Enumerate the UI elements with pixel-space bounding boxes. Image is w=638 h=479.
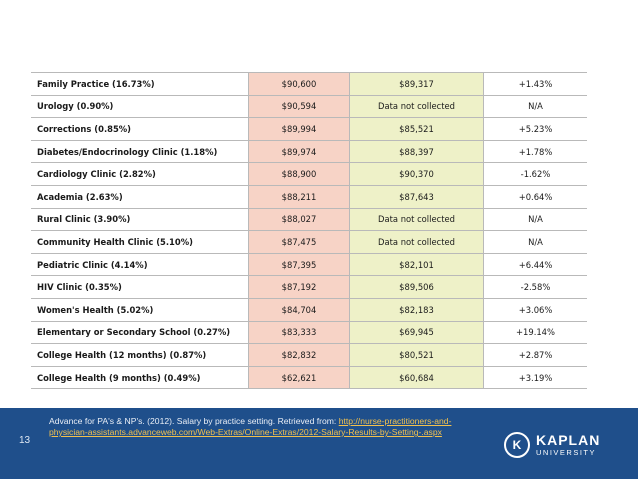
change-cell: +3.06% xyxy=(483,298,587,322)
change-cell: N/A xyxy=(483,230,587,254)
salary-2012-cell: $88,211 xyxy=(248,185,350,209)
salary-2012-cell: $90,594 xyxy=(248,95,350,119)
change-cell: +3.19% xyxy=(483,366,587,390)
salary-2011-cell: $69,945 xyxy=(349,321,484,345)
kaplan-logo: K KAPLAN UNIVERSITY xyxy=(504,430,624,460)
slide-number: 13 xyxy=(19,435,31,446)
salary-2011-cell: Data not collected xyxy=(349,230,484,254)
change-cell: +0.64% xyxy=(483,185,587,209)
practice-cell: Corrections (0.85%) xyxy=(31,117,249,141)
salary-2011-cell: $87,643 xyxy=(349,185,484,209)
practice-cell: Community Health Clinic (5.10%) xyxy=(31,230,249,254)
practice-cell: Rural Clinic (3.90%) xyxy=(31,208,249,232)
salary-2012-cell: $89,974 xyxy=(248,140,350,164)
salary-2011-cell: $89,506 xyxy=(349,275,484,299)
table-row: HIV Clinic (0.35%) $87,192 $89,506 -2.58% xyxy=(31,275,587,299)
citation: Advance for PA's & NP's. (2012). Salary … xyxy=(49,416,489,438)
practice-cell: Family Practice (16.73%) xyxy=(31,72,249,96)
table-row: Women's Health (5.02%) $84,704 $82,183 +3.0… xyxy=(31,298,587,322)
logo-sub-text: UNIVERSITY xyxy=(536,448,597,458)
change-cell: +1.78% xyxy=(483,140,587,164)
salary-2011-cell: Data not collected xyxy=(349,208,484,232)
table-row: College Health (9 months) (0.49%) $62,621… xyxy=(31,366,587,390)
table-row: Corrections (0.85%) $89,994 $85,521 +5.23% xyxy=(31,117,587,141)
salary-2012-cell: $87,395 xyxy=(248,253,350,277)
salary-2012-cell: $62,621 xyxy=(248,366,350,390)
salary-2011-cell: $89,317 xyxy=(349,72,484,96)
table-row: Diabetes/Endocrinology Clinic (1.18%) $89… xyxy=(31,140,587,164)
salary-2011-cell: $60,684 xyxy=(349,366,484,390)
practice-cell: HIV Clinic (0.35%) xyxy=(31,275,249,299)
salary-2011-cell: $82,101 xyxy=(349,253,484,277)
salary-table-body: Family Practice (16.73%) $90,600 $89,317 +1… xyxy=(31,72,587,390)
salary-2012-cell: $83,333 xyxy=(248,321,350,345)
table-row: Academia (2.63%) $88,211 $87,643 +0.64% xyxy=(31,185,587,209)
table-row: Elementary or Secondary School (0.27%) $8… xyxy=(31,321,587,345)
practice-cell: Academia (2.63%) xyxy=(31,185,249,209)
change-cell: +2.87% xyxy=(483,343,587,367)
salary-2012-cell: $84,704 xyxy=(248,298,350,322)
change-cell: -2.58% xyxy=(483,275,587,299)
practice-cell: College Health (12 months) (0.87%) xyxy=(31,343,249,367)
table-row: Urology (0.90%) $90,594 Data not collected… xyxy=(31,95,587,119)
table-row: Rural Clinic (3.90%) $88,027 Data not coll… xyxy=(31,208,587,232)
change-cell: -1.62% xyxy=(483,162,587,186)
change-cell: +5.23% xyxy=(483,117,587,141)
logo-text: KAPLAN UNIVERSITY xyxy=(536,433,600,457)
table-row: Cardiology Clinic (2.82%) $88,900 $90,370-… xyxy=(31,162,587,186)
salary-2012-cell: $88,900 xyxy=(248,162,350,186)
salary-2012-cell: $87,475 xyxy=(248,230,350,254)
salary-2012-cell: $88,027 xyxy=(248,208,350,232)
salary-2012-cell: $87,192 xyxy=(248,275,350,299)
salary-2011-cell: $88,397 xyxy=(349,140,484,164)
change-cell: +6.44% xyxy=(483,253,587,277)
logo-main-text: KAPLAN xyxy=(536,432,601,449)
footer-bar: 13 Advance for PA's & NP's. (2012). Sala… xyxy=(0,408,638,479)
salary-table-container: Family Practice (16.73%) $90,600 $89,317 +1… xyxy=(31,72,587,390)
salary-2012-cell: $90,600 xyxy=(248,72,350,96)
table-row: Family Practice (16.73%) $90,600 $89,317 +1… xyxy=(31,72,587,96)
change-cell: N/A xyxy=(483,95,587,119)
kaplan-seal-icon: K xyxy=(504,432,530,458)
salary-2011-cell: $80,521 xyxy=(349,343,484,367)
table-row: Pediatric Clinic (4.14%) $87,395 $82,101 +6… xyxy=(31,253,587,277)
salary-2011-cell: Data not collected xyxy=(349,95,484,119)
salary-2011-cell: $82,183 xyxy=(349,298,484,322)
table-row: Community Health Clinic (5.10%) $87,475 Da… xyxy=(31,230,587,254)
salary-2011-cell: $90,370 xyxy=(349,162,484,186)
practice-cell: Cardiology Clinic (2.82%) xyxy=(31,162,249,186)
practice-cell: Elementary or Secondary School (0.27%) xyxy=(31,321,249,345)
change-cell: +19.14% xyxy=(483,321,587,345)
table-row: College Health (12 months) (0.87%) $82,83… xyxy=(31,343,587,367)
change-cell: +1.43% xyxy=(483,72,587,96)
practice-cell: College Health (9 months) (0.49%) xyxy=(31,366,249,390)
citation-text: Advance for PA's & NP's. (2012). Salary … xyxy=(49,416,339,426)
practice-cell: Diabetes/Endocrinology Clinic (1.18%) xyxy=(31,140,249,164)
practice-cell: Women's Health (5.02%) xyxy=(31,298,249,322)
practice-cell: Pediatric Clinic (4.14%) xyxy=(31,253,249,277)
salary-2011-cell: $85,521 xyxy=(349,117,484,141)
citation-link[interactable]: http://nurse-practitioners-and-physician… xyxy=(49,416,452,437)
salary-table: Family Practice (16.73%) $90,600 $89,317 +1… xyxy=(31,72,587,390)
salary-2012-cell: $82,832 xyxy=(248,343,350,367)
practice-cell: Urology (0.90%) xyxy=(31,95,249,119)
salary-2012-cell: $89,994 xyxy=(248,117,350,141)
change-cell: N/A xyxy=(483,208,587,232)
